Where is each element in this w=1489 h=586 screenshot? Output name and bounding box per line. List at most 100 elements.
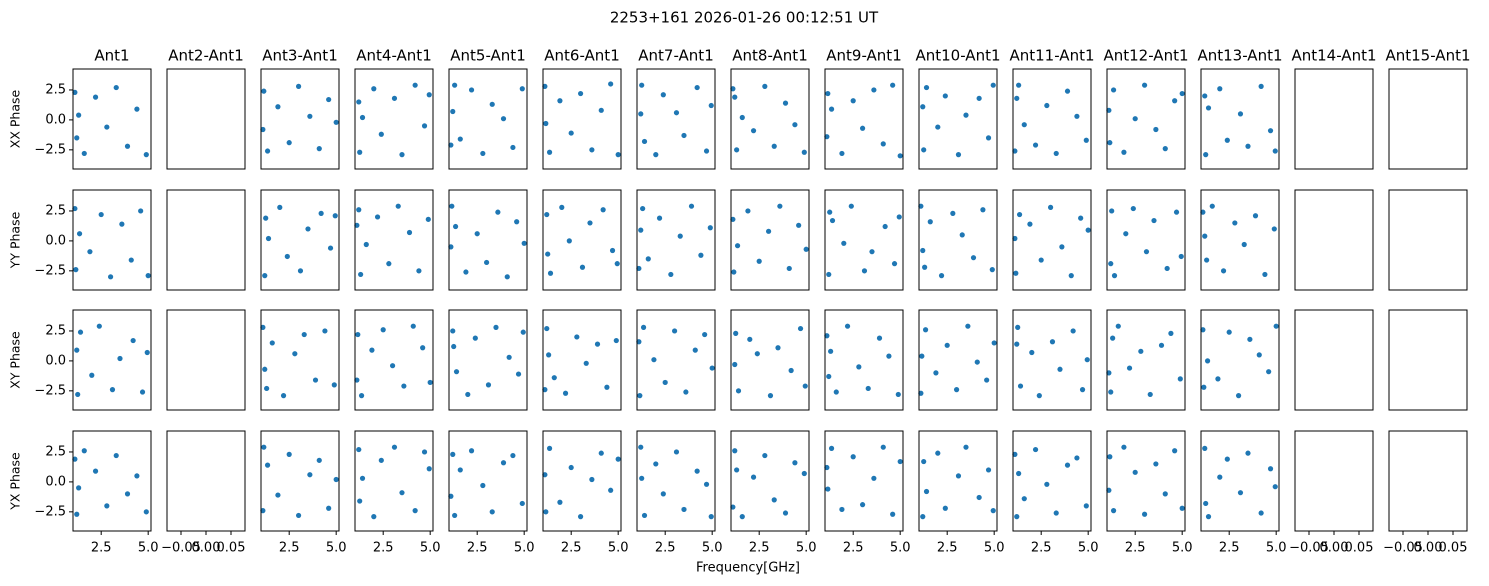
data-point: [1070, 328, 1076, 334]
data-point: [104, 503, 110, 509]
panel-frame: [918, 189, 998, 291]
panel-title: Ant3-Ant1: [262, 47, 337, 65]
data-point: [824, 464, 830, 471]
data-point: [546, 149, 553, 155]
figure-title: 2253+161 2026-01-26 00:12:51 UT: [610, 9, 879, 27]
data-point: [1064, 88, 1071, 94]
data-point: [295, 83, 302, 89]
data-point: [839, 506, 845, 513]
data-point: [1012, 451, 1018, 457]
y-tick-label: −2.5: [34, 263, 66, 278]
data-point: [354, 377, 360, 383]
data-point: [1027, 221, 1033, 227]
data-point: [1217, 474, 1223, 480]
data-point: [1201, 384, 1207, 390]
data-point: [639, 475, 645, 481]
panel-frame: [354, 309, 434, 411]
data-point: [825, 486, 831, 492]
data-point: [557, 98, 563, 104]
panel-frame: [448, 309, 528, 411]
data-point: [568, 464, 574, 471]
data-point: [677, 233, 683, 239]
data-point: [732, 448, 738, 454]
panel-frame: [354, 68, 434, 170]
data-point: [923, 84, 930, 91]
data-point: [98, 211, 104, 218]
data-point: [786, 265, 792, 272]
data-point: [326, 96, 332, 103]
data-point: [792, 122, 798, 128]
panel-frame: [1012, 309, 1092, 411]
data-point: [1224, 137, 1230, 143]
data-point: [984, 377, 990, 383]
data-point: [733, 330, 739, 336]
panel-frame: [542, 430, 622, 532]
data-point: [955, 473, 962, 479]
data-point: [1021, 496, 1027, 502]
data-point: [145, 273, 151, 279]
data-point: [577, 90, 584, 97]
data-point: [305, 226, 311, 232]
data-point: [574, 334, 580, 340]
data-point: [485, 382, 492, 388]
data-point: [660, 92, 666, 98]
data-point: [450, 328, 456, 334]
data-point: [1209, 203, 1215, 209]
data-point: [656, 215, 663, 221]
panel-frame: [260, 309, 340, 411]
x-tick-label: 0.00: [1414, 541, 1443, 556]
data-point: [730, 86, 736, 92]
data-point: [1074, 455, 1080, 461]
data-point: [1266, 369, 1272, 375]
data-point: [639, 82, 645, 88]
data-point: [521, 240, 527, 246]
data-point: [739, 514, 745, 520]
data-point: [465, 391, 471, 398]
y-tick-label: 2.5: [45, 82, 66, 97]
data-point: [923, 488, 930, 495]
data-point: [938, 273, 945, 279]
panel-frame: [918, 309, 998, 411]
data-point: [562, 390, 569, 396]
y-tick-label: −2.5: [34, 504, 66, 519]
data-point: [920, 514, 926, 520]
data-point: [1204, 358, 1211, 364]
x-tick-label: 5.0: [1266, 541, 1287, 556]
x-tick-label: 2.5: [1125, 541, 1146, 556]
data-point: [801, 149, 807, 155]
data-point: [896, 214, 902, 220]
data-point: [734, 467, 740, 473]
data-point: [702, 331, 708, 338]
data-point: [880, 444, 886, 450]
data-point: [615, 456, 621, 462]
x-tick-label: 2.5: [279, 541, 300, 556]
data-point: [519, 86, 525, 92]
data-point: [594, 341, 601, 347]
panel-frame: [1294, 430, 1374, 532]
data-point: [1245, 450, 1251, 456]
data-point: [1164, 265, 1170, 272]
data-point: [1143, 249, 1150, 255]
y-tick-label: −2.5: [34, 142, 66, 157]
data-point: [1158, 342, 1165, 348]
data-point: [468, 87, 475, 93]
x-tick-label: −0.05: [1289, 541, 1329, 556]
data-point: [1205, 105, 1212, 111]
panel-frame: [1012, 430, 1092, 532]
data-point: [448, 142, 454, 148]
data-point: [732, 361, 738, 368]
panel-frame: [448, 68, 528, 170]
data-point: [1226, 329, 1232, 335]
data-point: [378, 457, 384, 463]
data-point: [1215, 376, 1221, 382]
data-point: [1021, 122, 1027, 128]
data-point: [1241, 241, 1247, 248]
data-point: [991, 340, 997, 346]
data-point: [801, 470, 807, 477]
data-point: [72, 456, 78, 462]
data-point: [1038, 257, 1044, 263]
data-point: [427, 379, 433, 386]
data-point: [457, 136, 463, 142]
data-point: [457, 467, 463, 473]
